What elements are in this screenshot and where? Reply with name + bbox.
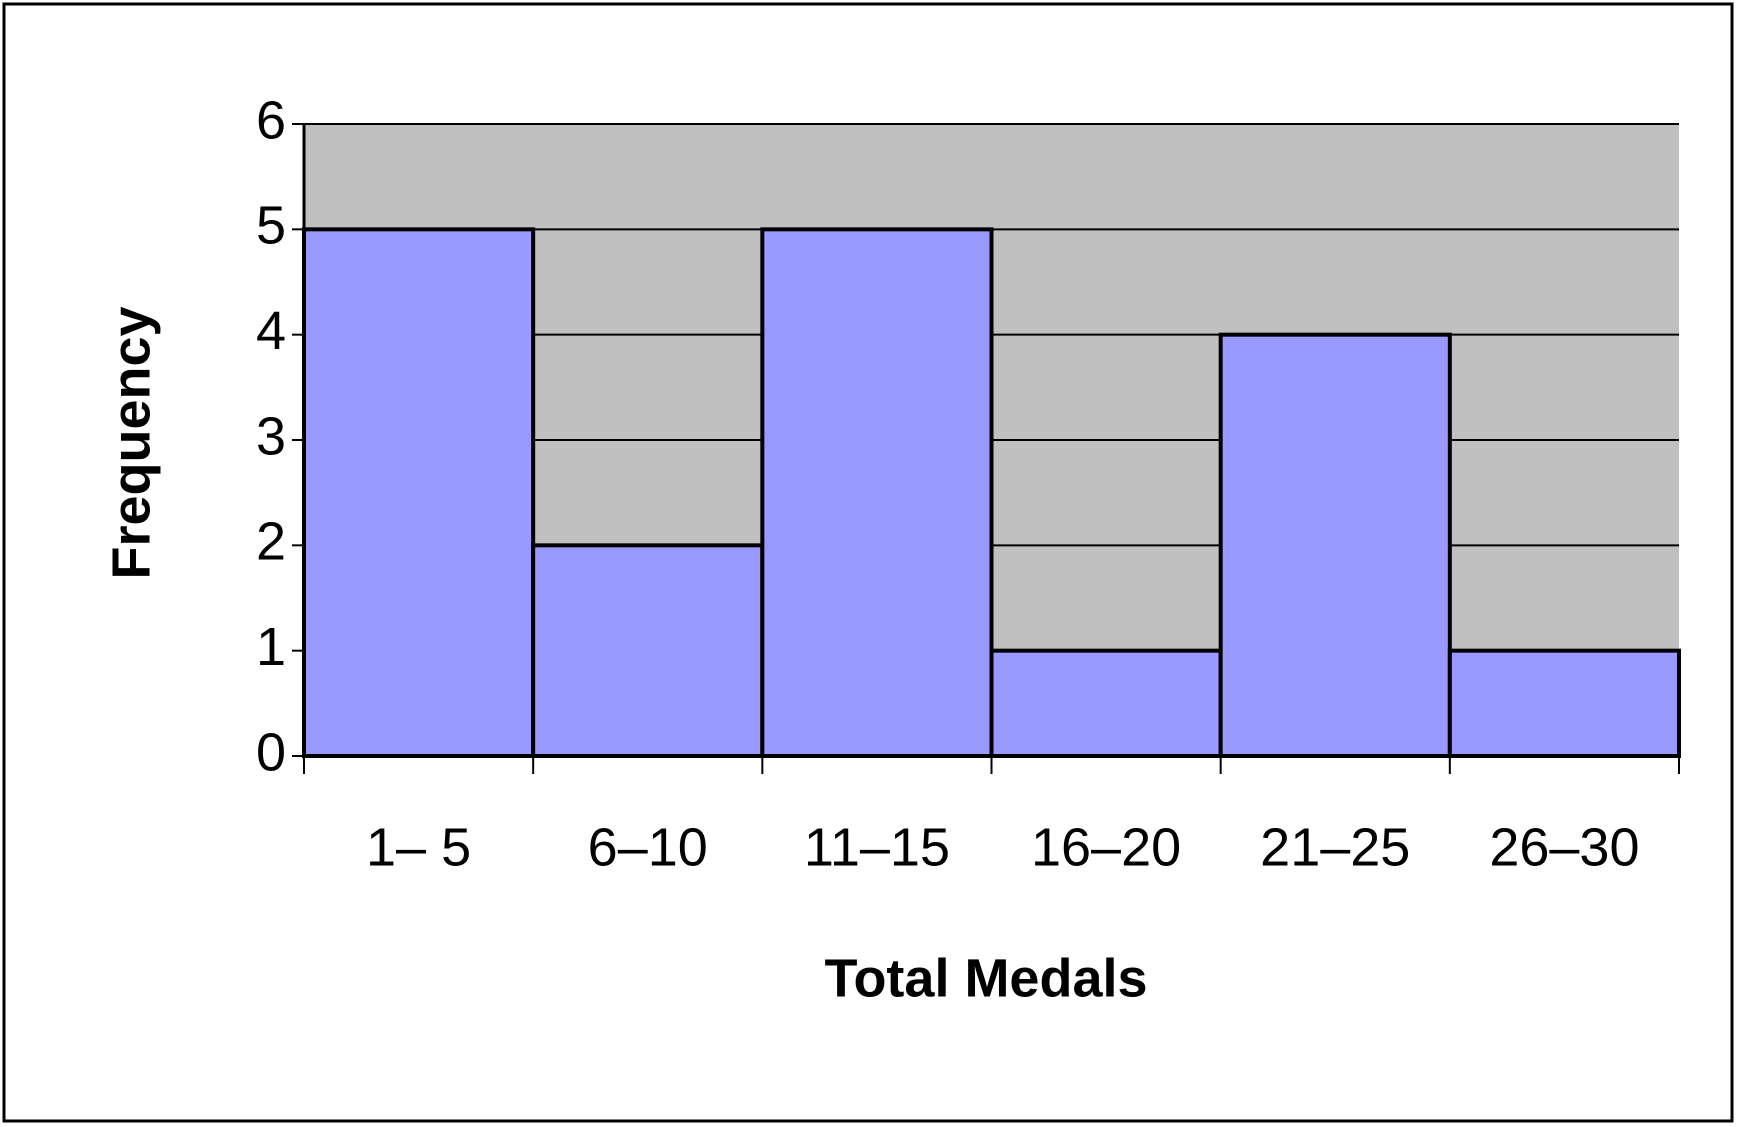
axes: 0 1 2 3 4 5 6 1– 5 6–10 11–15 16–20 21–25 26–30	[256, 90, 1680, 877]
x-tick-label: 6–10	[588, 817, 708, 877]
x-axis-title: Total Medals	[824, 948, 1147, 1008]
x-tick-label: 11–15	[804, 817, 950, 877]
y-tick-label: 2	[256, 512, 286, 572]
bar	[302, 227, 536, 759]
x-tick-label: 1– 5	[366, 817, 471, 877]
bar	[1447, 648, 1682, 759]
y-tick-label: 1	[256, 617, 286, 677]
y-tick-label: 3	[256, 406, 286, 466]
y-axis-title: Frequency	[101, 306, 161, 579]
bar	[989, 648, 1223, 759]
x-tick-label: 21–25	[1260, 817, 1410, 877]
y-tick-label: 5	[256, 196, 286, 256]
x-tick-label: 16–20	[1031, 817, 1181, 877]
y-tick-label: 0	[256, 722, 286, 782]
bar	[760, 227, 994, 759]
y-tick-label: 4	[256, 301, 286, 361]
y-tick-label: 6	[256, 90, 286, 150]
bar	[1218, 332, 1452, 758]
x-tick-label: 26–30	[1489, 817, 1639, 877]
bar	[531, 543, 765, 758]
